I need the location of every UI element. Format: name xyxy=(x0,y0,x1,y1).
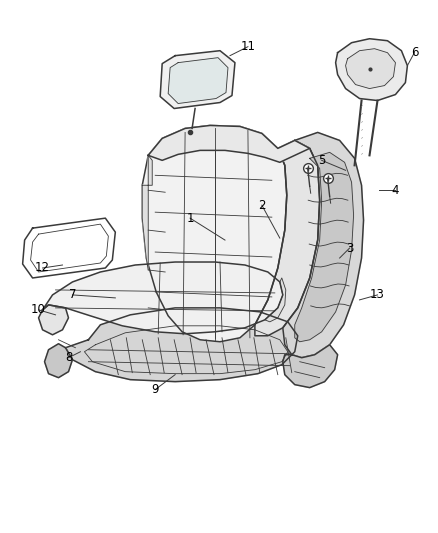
Text: 5: 5 xyxy=(318,154,325,167)
Text: 7: 7 xyxy=(69,288,76,301)
Polygon shape xyxy=(66,308,298,382)
Polygon shape xyxy=(45,344,72,378)
Polygon shape xyxy=(142,155,152,270)
Polygon shape xyxy=(255,140,320,336)
Text: 12: 12 xyxy=(35,262,50,274)
Polygon shape xyxy=(295,152,353,342)
Text: 2: 2 xyxy=(258,199,265,212)
Text: 1: 1 xyxy=(186,212,194,224)
Text: 10: 10 xyxy=(31,303,46,317)
Polygon shape xyxy=(148,125,310,163)
Polygon shape xyxy=(336,39,407,101)
Text: 11: 11 xyxy=(240,40,255,53)
Text: 9: 9 xyxy=(152,383,159,396)
Polygon shape xyxy=(346,49,396,88)
Text: 13: 13 xyxy=(370,288,385,301)
Polygon shape xyxy=(283,345,338,387)
Polygon shape xyxy=(160,51,235,109)
Text: 3: 3 xyxy=(346,241,353,255)
Text: 8: 8 xyxy=(65,351,72,364)
Polygon shape xyxy=(42,262,283,334)
Polygon shape xyxy=(39,305,68,335)
Polygon shape xyxy=(23,218,115,278)
Polygon shape xyxy=(283,132,364,358)
Polygon shape xyxy=(168,58,228,103)
Polygon shape xyxy=(142,125,287,342)
Text: 4: 4 xyxy=(392,184,399,197)
Text: 6: 6 xyxy=(411,46,418,59)
Polygon shape xyxy=(265,278,286,322)
